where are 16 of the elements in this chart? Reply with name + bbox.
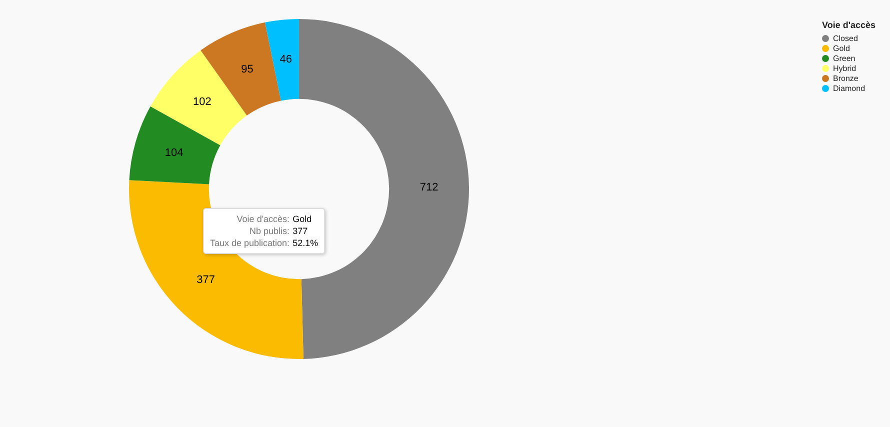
legend-label: Closed — [833, 34, 858, 42]
text: Nb publis: 377 — [248, 225, 309, 237]
text: Taux de publication: 52.1% — [210, 237, 318, 249]
data-label: 46 — [280, 54, 292, 66]
legend-label: Hybrid — [833, 64, 856, 72]
legend-label: Gold — [833, 44, 850, 52]
legend-label: Diamond — [833, 84, 866, 92]
text: Voie d'accès: Gold — [236, 213, 313, 225]
data-label: 95 — [241, 64, 254, 76]
legend-label: Bronze — [833, 74, 858, 82]
data-label: 104 — [164, 147, 184, 160]
data-label: 102 — [192, 96, 212, 108]
data-label: 712 — [420, 181, 438, 194]
legend-label: Green — [833, 54, 856, 62]
legend-title: Voie d'accès — [822, 20, 877, 30]
data-label: 377 — [196, 274, 216, 286]
